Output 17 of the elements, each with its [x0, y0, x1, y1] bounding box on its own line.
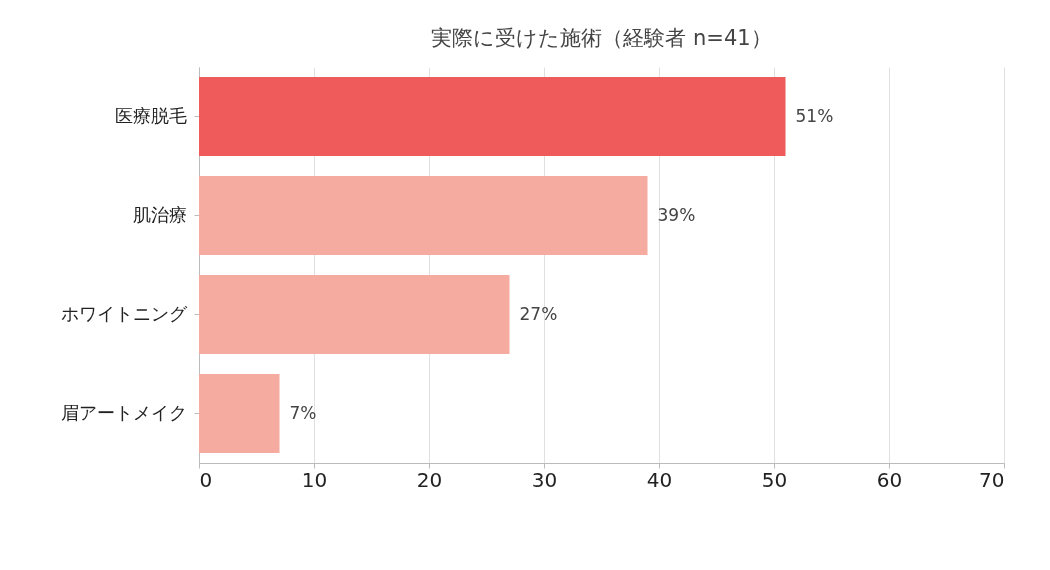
x-tick-label: 10 — [301, 467, 328, 492]
x-tick-label: 70 — [979, 467, 1005, 492]
y-tick-label: 医療脱毛 — [114, 104, 187, 126]
x-tick-label: 0 — [199, 467, 213, 492]
y-tick-label: ホワイトニング — [60, 302, 188, 324]
data-label: 51% — [795, 105, 834, 126]
data-label: 39% — [657, 204, 696, 225]
data-label: 27% — [519, 303, 558, 324]
x-tick-label: 30 — [531, 467, 558, 492]
x-tick-label: 50 — [761, 467, 788, 492]
x-tick-label: 40 — [646, 467, 673, 492]
x-tick-label: 20 — [416, 467, 443, 492]
y-tick-label: 眉アートメイク — [60, 401, 187, 423]
chart-title: 実際に受けた施術（経験者 n=41） — [431, 26, 772, 50]
data-label: 7% — [289, 402, 317, 423]
x-tick-label: 60 — [876, 467, 903, 492]
y-tick-label: 肌治療 — [132, 203, 187, 225]
